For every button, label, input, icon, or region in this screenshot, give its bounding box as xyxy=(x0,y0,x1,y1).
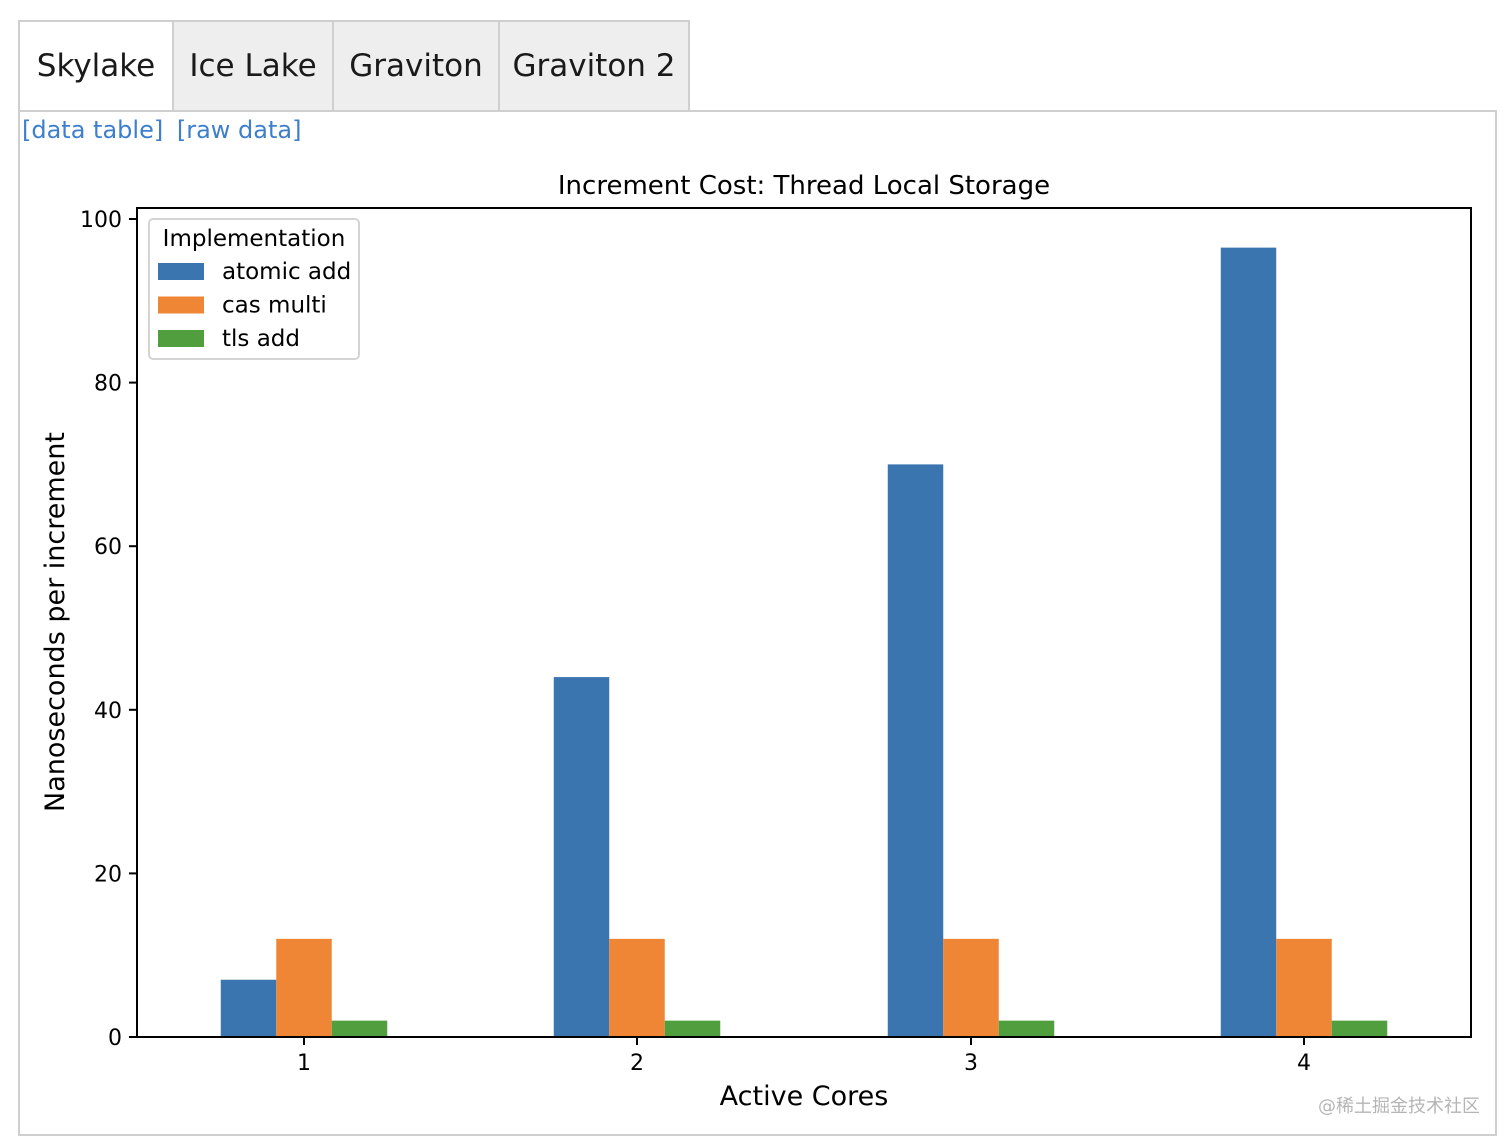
chart-title: Increment Cost: Thread Local Storage xyxy=(558,171,1050,201)
tab-skylake[interactable]: Skylake xyxy=(18,20,174,112)
legend-title: Implementation xyxy=(163,226,346,252)
bar-tls-add-1 xyxy=(331,1020,388,1037)
bar-cas-multi-1 xyxy=(276,938,332,1037)
legend-label-cas-multi: cas multi xyxy=(222,293,327,319)
legend-label-tls-add: tls add xyxy=(222,326,300,352)
bar-atomic-add-1 xyxy=(220,979,277,1037)
legend-box xyxy=(148,218,360,360)
y-axis: 0 20 40 60 80 100 xyxy=(80,208,137,1051)
x-axis-label: Active Cores xyxy=(720,1081,889,1112)
bar-tls-add-2 xyxy=(664,1020,721,1037)
y-axis-label: Nanoseconds per increment xyxy=(40,432,71,812)
legend-swatch-atomic-add xyxy=(158,263,204,280)
x-axis: 1 2 3 4 xyxy=(297,1037,1311,1076)
bars-group xyxy=(220,247,1388,1037)
x-tick-label: 1 xyxy=(297,1051,311,1076)
raw-data-link[interactable]: [raw data] xyxy=(176,116,302,144)
tab-panel xyxy=(18,110,1497,1136)
plot-frame xyxy=(136,207,1472,1038)
legend-label-atomic-add: atomic add xyxy=(222,259,351,285)
bar-cas-multi-4 xyxy=(1276,938,1332,1037)
bar-cas-multi-2 xyxy=(609,938,665,1037)
data-table-link[interactable]: [data table] xyxy=(22,116,164,144)
bar-cas-multi-3 xyxy=(943,938,999,1037)
bar-atomic-add-2 xyxy=(553,677,610,1037)
y-tick-label: 80 xyxy=(94,372,122,397)
legend: Implementation atomic add cas multi tls ad… xyxy=(148,218,360,360)
legend-swatch-tls-add xyxy=(158,330,204,347)
y-tick-label: 20 xyxy=(94,862,122,887)
data-links: [data table] [raw data] xyxy=(22,116,307,144)
bar-atomic-add-4 xyxy=(1220,247,1277,1037)
x-tick-label: 4 xyxy=(1297,1051,1311,1076)
y-tick-label: 100 xyxy=(80,208,122,233)
y-tick-label: 60 xyxy=(94,535,122,560)
bar-atomic-add-3 xyxy=(887,464,944,1037)
tab-graviton-2[interactable]: Graviton 2 xyxy=(500,20,690,112)
x-tick-label: 2 xyxy=(630,1051,644,1076)
y-tick-label: 0 xyxy=(108,1026,122,1051)
x-tick-label: 3 xyxy=(964,1051,978,1076)
legend-swatch-cas-multi xyxy=(158,296,204,314)
bar-tls-add-3 xyxy=(998,1020,1055,1037)
watermark: @稀土掘金技术社区 xyxy=(1318,1096,1480,1117)
y-tick-label: 40 xyxy=(94,699,122,724)
bar-tls-add-4 xyxy=(1331,1020,1388,1037)
